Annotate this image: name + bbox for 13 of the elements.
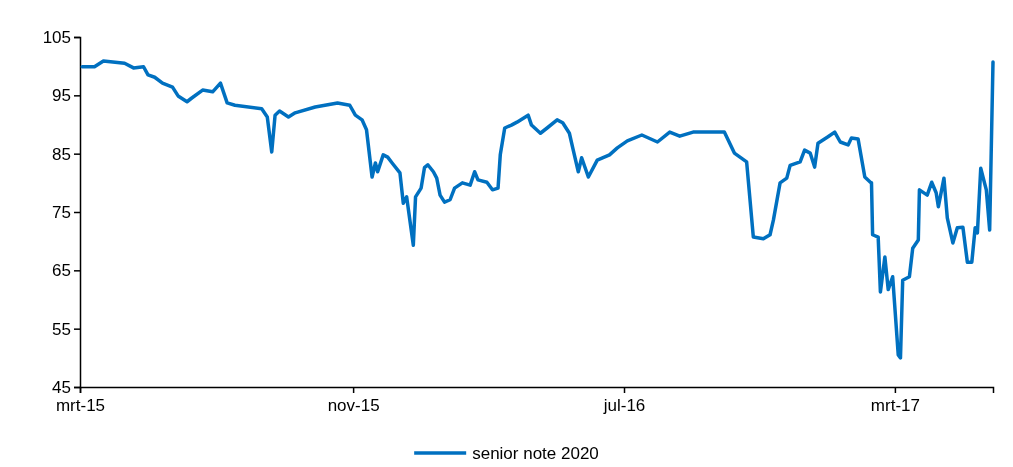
x-tick-label: mrt-17: [870, 396, 920, 416]
y-tick-label: 105: [42, 27, 71, 47]
x-tick-label: mrt-15: [55, 396, 106, 416]
y-tick-label: 75: [52, 202, 71, 222]
x-tick-label: jul-16: [602, 396, 646, 416]
y-tick-label: 85: [52, 144, 71, 164]
y-tick-label: 55: [52, 319, 71, 339]
legend-label: senior note 2020: [472, 443, 599, 463]
x-tick-label: nov-15: [327, 396, 380, 416]
line-series: [80, 59, 995, 360]
y-tick-label: 65: [52, 261, 71, 281]
y-tick-label: 45: [52, 377, 71, 397]
y-tick-label: 95: [52, 86, 71, 106]
